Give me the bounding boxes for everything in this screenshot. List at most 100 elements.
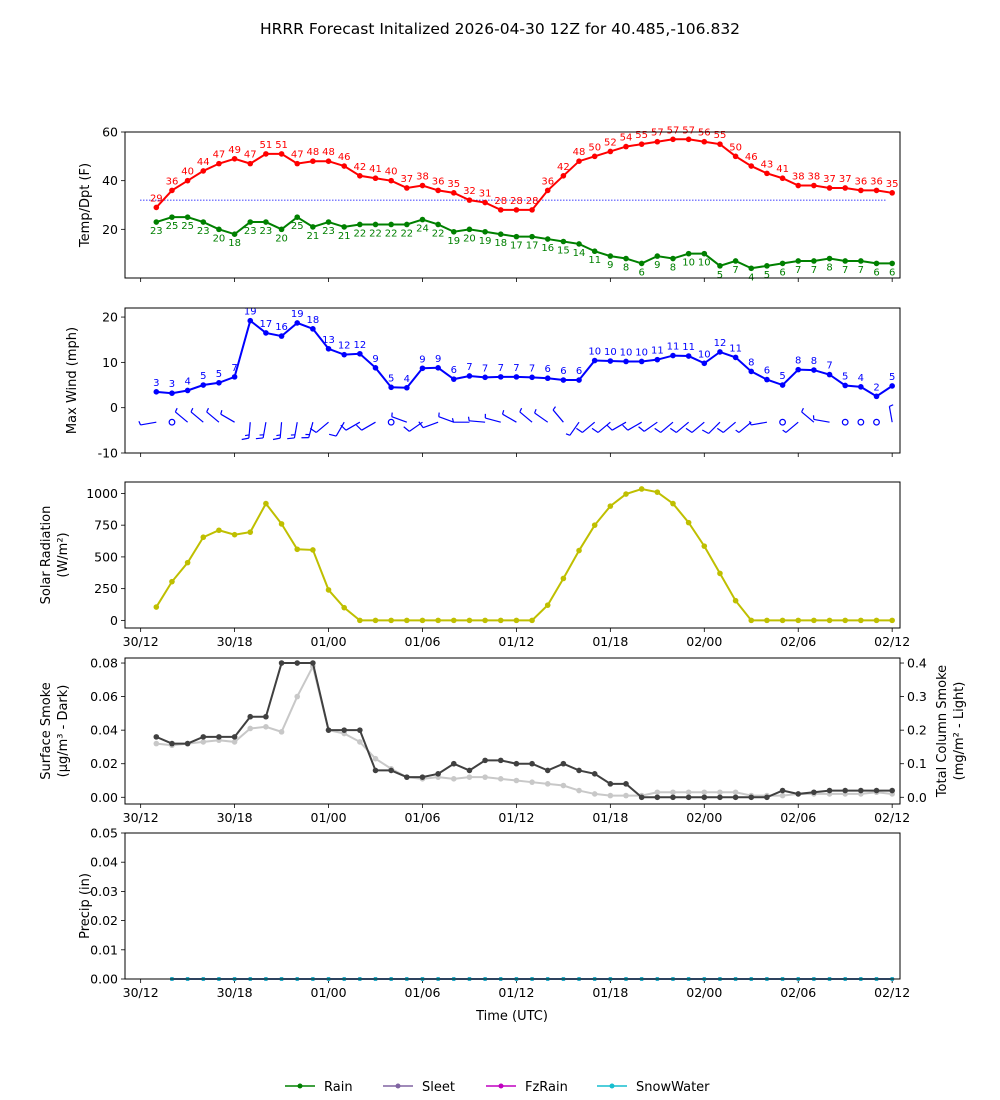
dewpoint-data-label: 6 [779,267,785,278]
temperature-data-label: 51 [275,140,288,151]
max-wind-data-label: 5 [216,369,222,380]
dewpoint-data-label: 23 [322,226,335,237]
y-axis-label: Precip (in) [78,873,93,939]
dewpoint-data-label: 22 [369,228,382,239]
surface-smoke-point [670,794,676,801]
max-wind-point [184,387,191,394]
solar-radiation-point [372,617,379,624]
wind-barb-feather [591,427,599,433]
dewpoint-point [529,233,535,240]
temperature-data-label: 48 [573,147,586,158]
max-wind-data-label: 7 [466,362,472,373]
dewpoint-point [779,260,786,267]
total-column-smoke-point [466,774,473,780]
temperature-data-label: 37 [839,174,852,185]
max-wind-point [450,376,457,382]
wind-barb-staff [248,422,251,439]
solar-radiation-point [388,617,394,624]
surface-smoke-point [748,794,755,801]
dewpoint-data-label: 5 [717,270,723,281]
solar-radiation-point [231,531,238,538]
axes-frame [124,307,901,454]
surface-smoke-point [341,727,347,733]
wind-barb-staff [206,411,220,423]
wind-barb [552,406,564,423]
solar-radiation-point [482,617,488,624]
dewpoint-point [701,250,708,257]
max-wind-point [419,365,426,372]
solar-radiation-point [216,527,222,534]
wind-barb-staff [174,411,189,423]
dewpoint-point [513,233,520,240]
total-column-smoke-point [732,789,739,796]
max-wind-data-label: 2 [873,382,879,393]
solar-radiation-point [497,617,504,624]
dewpoint-point [278,226,285,233]
surface-smoke-point [889,787,895,794]
temperature-point [216,160,222,167]
dewpoint-data-label: 16 [541,243,554,254]
solar-radiation-point [169,578,175,585]
surface-smoke-point [153,734,160,740]
axes-frame [124,832,901,980]
temperature-point [435,187,441,194]
solar-radiation-point [529,617,535,624]
dewpoint-data-label: 6 [873,267,879,278]
wind-barb-half-feather [190,407,194,413]
calm-wind-circle [779,418,786,426]
dewpoint-point [654,253,661,259]
max-wind-data-label: 10 [698,349,711,360]
y-tick-label: 0.02 [90,913,118,928]
dewpoint-point [795,258,802,264]
dewpoint-data-label: 19 [479,236,492,247]
dewpoint-point [357,221,363,228]
max-wind-data-label: 17 [260,319,273,330]
wind-barb-half-feather [174,407,178,413]
wind-barb-staff [315,421,329,433]
max-wind-point [858,384,864,390]
y-tick-label: 10 [102,355,118,370]
calm-wind-circle [873,418,880,426]
max-wind-data-label: 11 [651,346,664,357]
max-wind-point [513,374,520,380]
solar-radiation-point [748,617,755,624]
dewpoint-data-label: 9 [607,260,613,271]
dewpoint-point [826,255,833,262]
temperature-data-label: 46 [745,152,758,163]
legend-item-snowwater: SnowWater [597,1080,710,1095]
max-wind-point [325,345,332,352]
x-tick-label: 30/18 [217,985,253,1000]
surface-smoke-point [591,770,598,777]
max-wind-point [670,352,676,359]
wind-barb-half-feather [220,410,223,415]
max-wind-data-label: 5 [889,372,895,383]
wind-barb-feather [701,429,709,435]
temperature-data-label: 36 [870,176,883,187]
solar-radiation-point [732,597,739,604]
surface-smoke-point [357,727,363,733]
dewpoint-point [889,260,895,267]
wind-barb-staff [485,417,501,423]
surface-smoke-point [247,713,254,720]
total-column-smoke-point [497,776,504,782]
temperature-point [732,153,739,160]
dewpoint-data-label: 22 [353,228,366,239]
max-wind-data-label: 7 [498,363,504,374]
dewpoint-point [497,231,504,237]
temperature-point [701,138,708,145]
y-tick-label: 40 [102,173,118,188]
dewpoint-data-label: 7 [858,265,864,276]
solar-radiation-point [200,534,207,541]
max-wind-data-label: 16 [275,322,288,333]
dewpoint-point [372,221,379,228]
wind-barb-staff [140,421,157,426]
temperature-point [247,160,254,167]
max-wind-point [889,383,895,389]
x-tick-label: 01/18 [592,810,628,825]
temperature-data-label: 46 [338,152,351,163]
total-column-smoke-point [701,789,708,796]
temperature-data-label: 47 [291,150,304,161]
